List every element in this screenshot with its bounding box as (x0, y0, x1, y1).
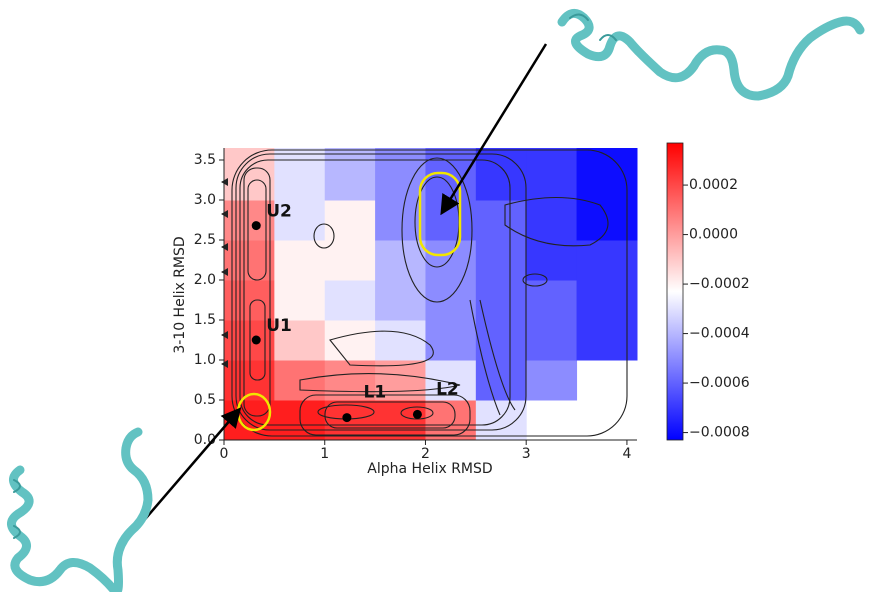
heatmap-cell (425, 400, 477, 441)
colorbar-tick-label: 0.0002 (689, 177, 738, 193)
contours (231, 149, 628, 437)
colorbar-tick-label: 0.0000 (689, 227, 738, 243)
minimum-point (251, 335, 261, 345)
heatmap-cell (425, 240, 477, 281)
heatmap-cell (475, 400, 527, 441)
heatmap-cell (324, 240, 376, 281)
y-tick-label: 1.5 (194, 312, 216, 328)
y-tick-label: 1.0 (194, 352, 216, 368)
heatmap-cell (375, 280, 426, 321)
heatmap-cell (274, 200, 326, 241)
minimum-point (412, 409, 422, 419)
y-tick-label: 2.5 (194, 232, 216, 248)
heatmap-cell (375, 148, 426, 201)
x-tick-label: 4 (622, 446, 631, 462)
heatmap-cell (375, 400, 426, 441)
heatmap-cell (526, 360, 578, 401)
heatmap-cell (274, 240, 326, 281)
minimum-label: L2 (436, 379, 459, 399)
heatmap-cell (475, 280, 527, 321)
heatmap-cell (526, 320, 578, 361)
y-tick-label: 0.5 (194, 392, 216, 408)
heatmap-cell (324, 200, 376, 241)
heatmap-cell (324, 280, 376, 321)
arrows (139, 43, 548, 526)
heatmap-cell (375, 320, 426, 361)
heatmap-cell (375, 360, 426, 401)
heatmap-cell (375, 200, 426, 241)
heatmap-cell (375, 240, 426, 281)
minimum-label: L1 (364, 383, 387, 403)
heatmap-cell (324, 360, 376, 401)
x-tick-label: 3 (522, 446, 531, 462)
minimum-label: U2 (266, 202, 292, 222)
x-axis-label: Alpha Helix RMSD (367, 461, 492, 477)
y-tick-label: 3.0 (194, 192, 216, 208)
colorbar-tick-label: −0.0004 (689, 326, 750, 342)
heatmap-cell (425, 360, 477, 401)
protein-structures (7, 8, 865, 592)
axes: 0 1 2 3 40.00.51.01.52.02.53.03.5 (194, 148, 637, 462)
heatmap (224, 148, 638, 441)
heatmap-cell (576, 200, 638, 241)
minimum-label: U1 (266, 316, 292, 336)
minimum-point (251, 221, 261, 231)
heatmap-cell (526, 148, 578, 201)
heatmap-cell (576, 320, 638, 361)
x-tick-label: 0 (220, 446, 229, 462)
colorbar-tick-label: −0.0006 (689, 375, 750, 391)
heatmap-cell (324, 148, 376, 201)
minimum-point (342, 413, 352, 423)
x-tick-label: 1 (320, 446, 329, 462)
heatmap-cell (576, 280, 638, 321)
y-tick-label: 3.5 (194, 152, 216, 168)
heatmap-cell (274, 320, 326, 361)
y-tick-label: 2.0 (194, 272, 216, 288)
heatmap-cell (274, 280, 326, 321)
heatmap-cell (475, 320, 527, 361)
colorbar-tick-label: −0.0008 (689, 425, 750, 441)
heatmap-cell (526, 280, 578, 321)
heatmap-cell (475, 200, 527, 241)
colorbar (666, 142, 684, 441)
heatmap-cell (526, 200, 578, 241)
heatmap-cell (425, 320, 477, 361)
heatmap-cell (475, 240, 527, 281)
y-axis-label: 3-10 Helix RMSD (172, 236, 188, 353)
heatmap-cell (274, 148, 326, 201)
heatmap-cell (425, 200, 477, 241)
heatmap-cell (576, 240, 638, 281)
heatmap-cell (324, 320, 376, 361)
x-tick-label: 2 (421, 446, 430, 462)
colorbar-tick-label: −0.0002 (689, 276, 750, 292)
heatmap-cell (425, 280, 477, 321)
heatmap-cell (475, 148, 527, 201)
